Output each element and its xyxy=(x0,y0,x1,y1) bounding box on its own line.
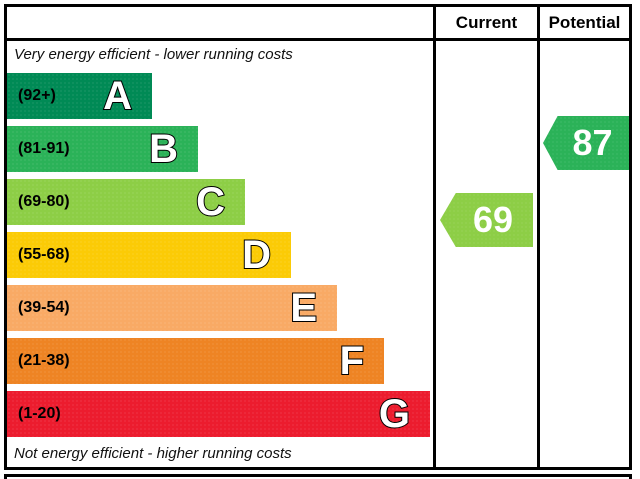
current-body: 69 xyxy=(436,41,537,467)
band-row-e: (39-54) E xyxy=(7,285,433,331)
band-letter-e: E xyxy=(289,286,318,330)
band-bar-f: (21-38) F xyxy=(7,338,384,384)
band-letter-g: G xyxy=(378,392,411,436)
band-bar-e: (39-54) E xyxy=(7,285,337,331)
next-section-border-fragment xyxy=(4,474,632,479)
band-row-c: (69-80) C xyxy=(7,179,433,225)
top-caption: Very energy efficient - lower running co… xyxy=(14,46,293,63)
current-column: Current 69 xyxy=(433,7,537,467)
band-range-d: (55-68) xyxy=(18,246,70,263)
potential-body: 87 xyxy=(540,41,629,467)
band-letter-b: B xyxy=(148,127,179,171)
band-row-b: (81-91) B xyxy=(7,126,433,172)
band-range-b: (81-91) xyxy=(18,140,70,157)
chart-column: Very energy efficient - lower running co… xyxy=(7,7,433,467)
band-bar-b: (81-91) B xyxy=(7,126,198,172)
band-bar-c: (69-80) C xyxy=(7,179,245,225)
band-row-d: (55-68) D xyxy=(7,232,433,278)
bottom-caption: Not energy efficient - higher running co… xyxy=(14,445,292,462)
band-bar-a: (92+) A xyxy=(7,73,152,119)
chart-header-cell xyxy=(7,7,433,41)
chart-body: Very energy efficient - lower running co… xyxy=(7,41,433,467)
band-row-g: (1-20) G xyxy=(7,391,433,437)
current-rating-arrow: 69 xyxy=(440,193,533,247)
band-range-g: (1-20) xyxy=(18,405,61,422)
band-letter-a: A xyxy=(102,74,133,118)
band-range-f: (21-38) xyxy=(18,352,70,369)
band-range-e: (39-54) xyxy=(18,299,70,316)
band-row-f: (21-38) F xyxy=(7,338,433,384)
band-range-a: (92+) xyxy=(18,87,56,104)
rating-table: Very energy efficient - lower running co… xyxy=(4,4,632,470)
potential-column: Potential 87 xyxy=(537,7,629,467)
current-rating-value: 69 xyxy=(472,199,514,240)
bands-container: (92+) A (81-91) B (69-80) C xyxy=(7,73,433,444)
potential-rating-value: 87 xyxy=(572,122,613,163)
band-letter-c: C xyxy=(195,180,226,224)
potential-header-cell: Potential xyxy=(540,7,629,41)
band-range-c: (69-80) xyxy=(18,193,70,210)
band-bar-g: (1-20) G xyxy=(7,391,430,437)
band-letter-d: D xyxy=(241,233,272,277)
current-header-cell: Current xyxy=(436,7,537,41)
potential-rating-arrow: 87 xyxy=(543,116,629,170)
band-letter-f: F xyxy=(339,339,365,383)
band-bar-d: (55-68) D xyxy=(7,232,291,278)
band-row-a: (92+) A xyxy=(7,73,433,119)
